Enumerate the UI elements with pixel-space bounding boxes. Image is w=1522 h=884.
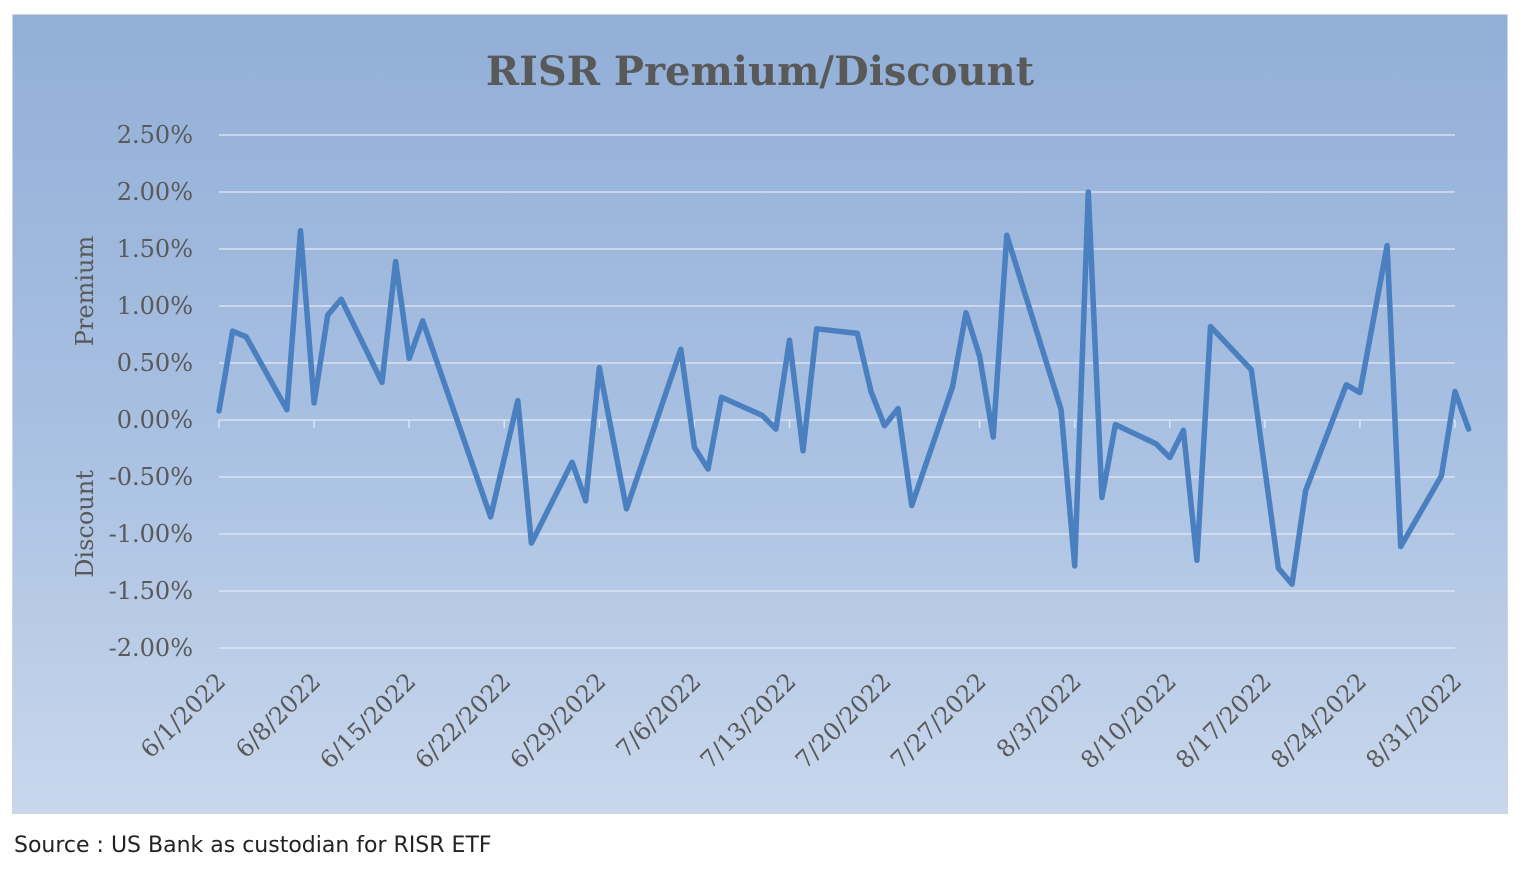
source-note: Source : US Bank as custodian for RISR E…	[14, 833, 492, 858]
x-tick-label: 7/20/2022	[790, 667, 897, 774]
y-tick-label: 2.50%	[117, 121, 193, 149]
gridlines	[219, 134, 1455, 649]
x-tick-label: 7/27/2022	[885, 667, 992, 774]
y-tick-label: -1.50%	[109, 577, 193, 605]
x-tick-label: 8/31/2022	[1360, 667, 1467, 774]
x-tick-label: 6/1/2022	[135, 667, 231, 763]
y-tick-label: 2.00%	[117, 178, 193, 206]
series-line	[216, 189, 1472, 587]
x-tick-label: 6/8/2022	[230, 667, 326, 763]
y-axis-label-premium: Premium	[71, 236, 99, 347]
y-tick-label: -2.00%	[109, 634, 193, 662]
y-tick-label: 1.50%	[117, 235, 193, 263]
x-tick-label: 6/22/2022	[410, 667, 517, 774]
y-axis-label-discount: Discount	[71, 470, 99, 578]
x-tick-label: 8/17/2022	[1170, 667, 1277, 774]
y-tick-label: 0.00%	[117, 406, 193, 434]
chart-title: RISR Premium/Discount	[486, 48, 1035, 95]
x-tick-label: 7/6/2022	[611, 667, 707, 763]
x-tick-label: 7/13/2022	[695, 667, 802, 774]
y-axis-ticks: 2.50% 2.00% 1.50% 1.00% 0.50% 0.00% -0.50% -1.0…	[109, 121, 193, 662]
series-layer	[216, 189, 1472, 587]
y-tick-label: 0.50%	[117, 349, 193, 377]
line-chart: RISR Premium/Discount 2.50% 2.00% 1.50% 1.0…	[71, 48, 1472, 774]
y-tick-label: 1.00%	[117, 292, 193, 320]
chart-frame: RISR Premium/Discount 2.50% 2.00% 1.50% 1.0…	[12, 14, 1508, 814]
x-tick-label: 6/29/2022	[505, 667, 612, 774]
x-tick-label: 8/3/2022	[991, 667, 1087, 763]
y-tick-label: -1.00%	[109, 520, 193, 548]
x-tick-label: 6/15/2022	[315, 667, 422, 774]
x-tick-label: 8/10/2022	[1075, 667, 1182, 774]
x-tick-label: 8/24/2022	[1265, 667, 1372, 774]
y-tick-label: -0.50%	[109, 463, 193, 491]
